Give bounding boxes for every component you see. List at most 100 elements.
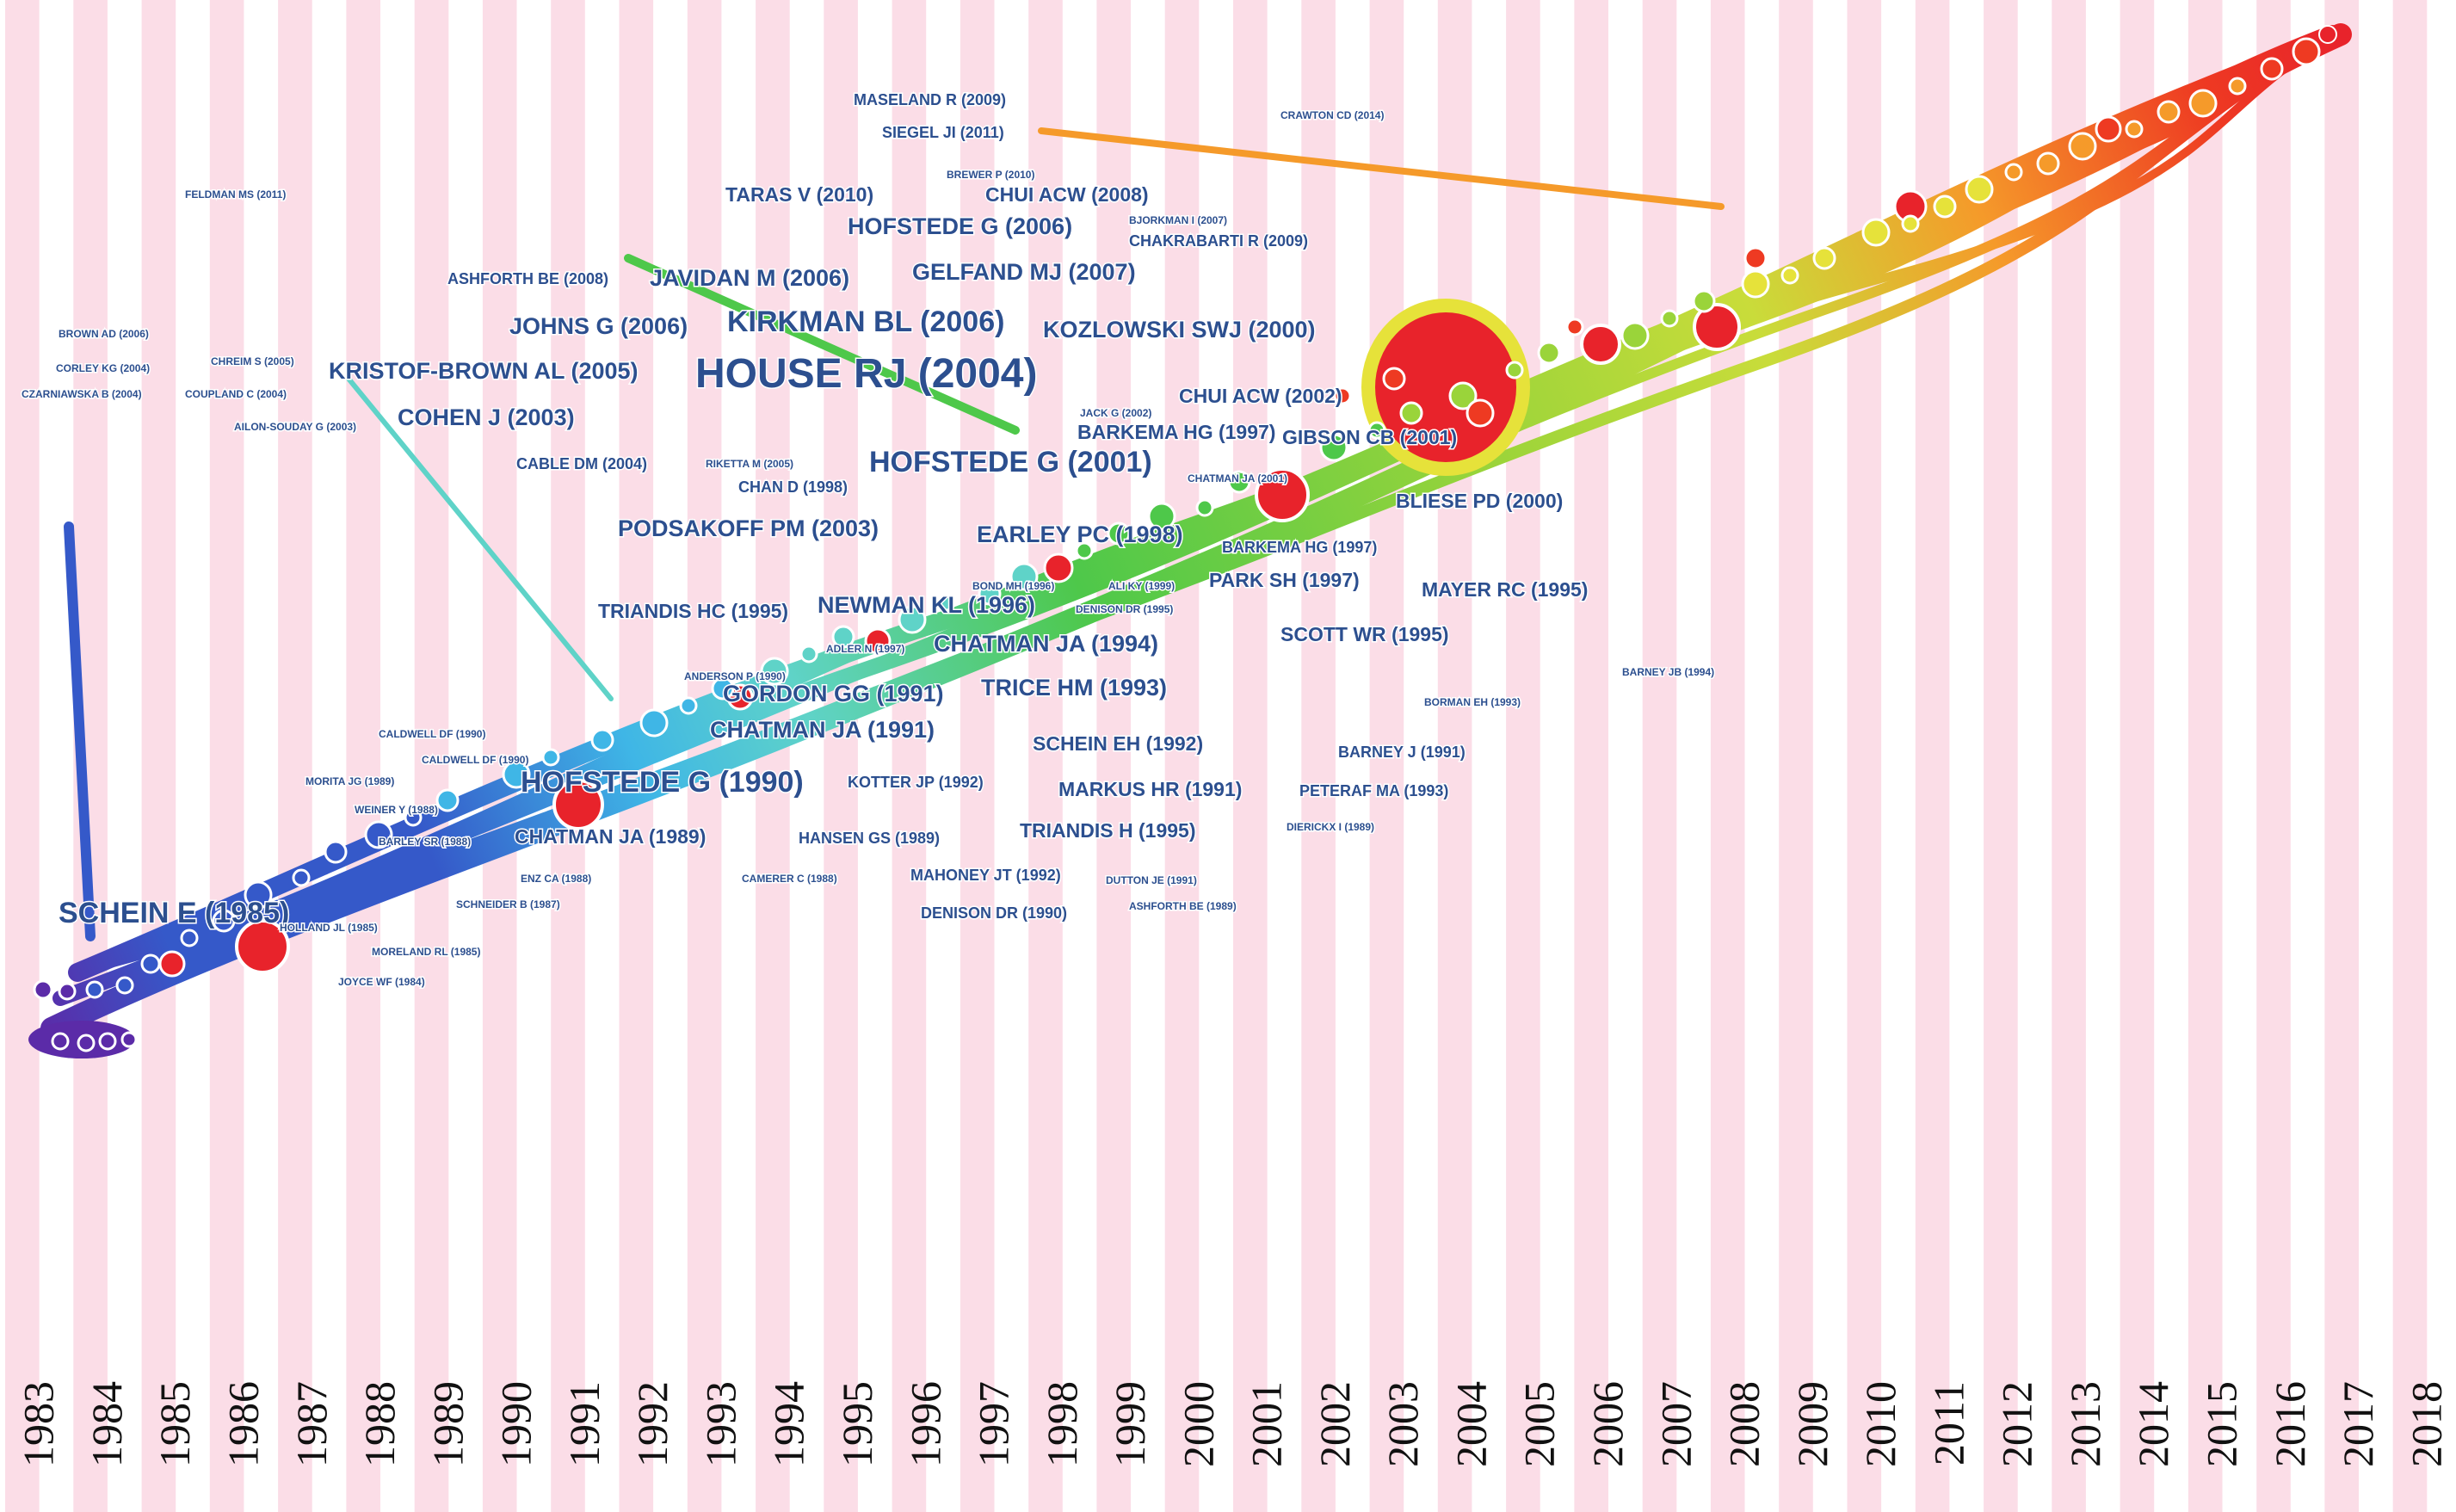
hub-node <box>864 627 892 655</box>
citation-node <box>244 880 273 910</box>
citation-node <box>1660 309 1679 328</box>
reference-label: KIRKMAN BL (2006) <box>727 305 1004 338</box>
reference-label: CHATMAN JA (1991) <box>710 717 935 743</box>
small-nodes <box>180 37 2321 947</box>
reference-label: BARKEMA HG (1997) <box>1077 421 1275 443</box>
year-stripe <box>209 0 244 1512</box>
reference-label: TARAS V (2010) <box>725 183 873 206</box>
citation-node <box>1861 218 1891 247</box>
year-stripe <box>1028 0 1063 1512</box>
reference-label: MARKUS HR (1991) <box>1058 778 1242 800</box>
year-label: 2017 <box>2334 1381 2382 1467</box>
citation-node <box>364 820 393 849</box>
citation-node <box>2036 151 2060 176</box>
reference-label: BROWN AD (2006) <box>59 328 149 340</box>
year-label: 1991 <box>560 1381 608 1467</box>
hub-node-house-rj-2004 <box>1361 299 1530 476</box>
reference-label: ANDERSON P (1990) <box>684 670 786 682</box>
citation-node <box>1741 269 1770 299</box>
hub-node <box>2095 115 2122 143</box>
reference-label: CALDWELL DF (1990) <box>379 728 485 740</box>
reference-label: BARLEY SR (1988) <box>379 836 471 848</box>
reference-label: CHAKRABARTI R (2009) <box>1129 232 1308 250</box>
year-label: 2018 <box>2402 1381 2450 1467</box>
reference-label: ASHFORTH BE (2008) <box>447 270 608 287</box>
reference-label: CALDWELL DF (1990) <box>422 754 528 766</box>
reference-label: TRICE HM (1993) <box>981 675 1167 700</box>
year-stripe <box>482 0 517 1512</box>
reference-label: HOLLAND JL (1985) <box>280 922 378 934</box>
reference-label: MAYER RC (1995) <box>1422 578 1588 601</box>
citation-node <box>1399 401 1423 425</box>
reference-label: BORMAN EH (1993) <box>1424 696 1521 708</box>
hub-node <box>1693 303 1741 351</box>
year-label: 2010 <box>1856 1381 1904 1467</box>
flow-band <box>133 34 2333 960</box>
year-label: 2015 <box>2198 1381 2246 1467</box>
citation-node <box>1743 246 1768 270</box>
hub-node-hofstede-2001 <box>1255 467 1310 522</box>
citation-node <box>324 840 348 864</box>
origin-node <box>58 982 77 1001</box>
citation-node <box>679 696 698 715</box>
year-stripe <box>346 0 380 1512</box>
reference-label: CZARNIAWSKA B (2004) <box>22 388 142 400</box>
year-stripe <box>1437 0 1472 1512</box>
year-stripe <box>1233 0 1268 1512</box>
citation-node <box>1565 318 1584 336</box>
citation-node <box>1075 541 1094 560</box>
reference-label: ALI KY (1999) <box>1108 580 1175 592</box>
reference-label: DUTTON JE (1991) <box>1106 874 1197 886</box>
reference-label: ASHFORTH BE (1989) <box>1129 900 1237 912</box>
origin-node <box>77 1034 96 1052</box>
citation-node <box>1009 562 1039 591</box>
citation-node <box>2188 89 2218 118</box>
year-stripes <box>5 0 2428 1512</box>
reference-label: COUPLAND C (2004) <box>185 388 287 400</box>
reference-label: DENISON DR (1990) <box>921 904 1067 922</box>
hub-node <box>158 950 186 978</box>
year-stripe <box>1301 0 1336 1512</box>
citation-node <box>1227 470 1251 494</box>
reference-label: BOND MH (1996) <box>972 580 1054 592</box>
reference-label: CHAN D (1998) <box>738 478 848 496</box>
reference-label: RIKETTA M (2005) <box>706 458 793 470</box>
year-stripe <box>2120 0 2155 1512</box>
year-label: 1998 <box>1038 1381 1086 1467</box>
reference-label: TRIANDIS H (1995) <box>1020 819 1195 842</box>
year-label: 1983 <box>15 1381 63 1467</box>
reference-label: TRIANDIS HC (1995) <box>598 600 788 622</box>
reference-label: CAMERER C (1988) <box>742 873 837 885</box>
year-label: 1988 <box>355 1381 404 1467</box>
origin-node <box>115 976 134 995</box>
year-label: 1986 <box>219 1381 268 1467</box>
citation-node <box>541 748 560 767</box>
year-stripe <box>2392 0 2428 1512</box>
reference-label: JAVIDAN M (2006) <box>650 265 849 291</box>
citation-node <box>1448 381 1478 410</box>
reference-label: PODSAKOFF PM (2003) <box>618 515 879 541</box>
year-label: 1992 <box>628 1381 676 1467</box>
reference-label: HANSEN GS (1989) <box>799 830 940 847</box>
hub-node-schein-1985 <box>235 919 290 974</box>
reference-label: DIERICKX I (1989) <box>1287 821 1374 833</box>
origin-node <box>98 1032 117 1051</box>
citation-node <box>831 625 855 649</box>
year-label: 2003 <box>1379 1381 1427 1467</box>
year-label: 1996 <box>901 1381 949 1467</box>
hub-node <box>1580 324 1621 365</box>
reference-label: CHREIM S (2005) <box>211 355 294 367</box>
reference-labels: SCHEIN E (1985) HOFSTEDE G (1990) HOUSE RJ… <box>21 90 1716 990</box>
year-axis: 1983 1984 1985 1986 1987 1988 1989 1990 1991 1992… <box>15 1381 2451 1467</box>
citation-node <box>590 728 614 752</box>
citation-node <box>2125 120 2144 139</box>
reference-label: SCOTT WR (1995) <box>1280 623 1449 645</box>
reference-label: CHUI ACW (2002) <box>1179 385 1342 407</box>
reference-label: SIEGEL JI (2011) <box>882 124 1004 141</box>
reference-label: AILON-SOUDAY G (2003) <box>234 421 356 433</box>
reference-label: CHATMAN JA (1989) <box>515 825 706 848</box>
year-stripe <box>960 0 995 1512</box>
reference-label: CORLEY KG (2004) <box>56 362 150 374</box>
citation-node <box>1382 367 1406 391</box>
